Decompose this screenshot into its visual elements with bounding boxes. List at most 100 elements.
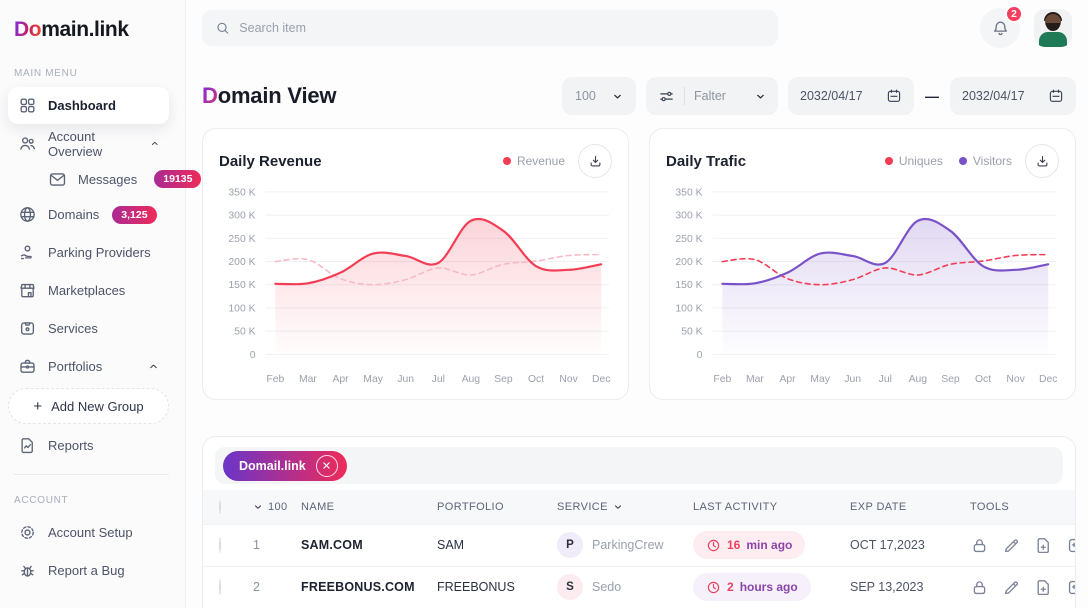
legend-dot	[958, 157, 967, 165]
svg-text:100 K: 100 K	[675, 303, 702, 314]
report-document-icon	[21, 438, 33, 454]
clock-icon	[707, 539, 720, 551]
hand-coin-icon	[20, 245, 32, 260]
daily-trafic-card: Daily Trafic Uniques Visitors 0 50 K 100 K…	[649, 128, 1076, 400]
add-new-group-label: Add New Group	[51, 398, 144, 414]
sidebar-item-label: Account Overview	[48, 128, 103, 159]
service-name: Sedo	[592, 580, 622, 595]
dashboard-grid-icon	[20, 98, 35, 113]
sidebar-item-report-a-bug[interactable]: Report a Bug	[8, 552, 169, 589]
filter-select[interactable]: Falter	[646, 77, 778, 115]
edit-pencil-icon[interactable]	[1002, 536, 1021, 555]
sidebar-item-marketplaces[interactable]: Marketplaces	[8, 272, 169, 309]
daily-revenue-card: Daily Revenue Revenue 0 50 K 100 K 150 K 200…	[202, 128, 629, 400]
chart-title: Daily Trafic	[666, 152, 747, 170]
sidebar-item-domains[interactable]: Domains 3,125	[8, 196, 169, 233]
svg-text:Jun: Jun	[844, 374, 861, 385]
svg-text:Mar: Mar	[746, 374, 764, 385]
sidebar-item-account-overview[interactable]: Account Overview	[8, 125, 169, 162]
calendar-icon	[887, 89, 901, 102]
svg-text:150 K: 150 K	[675, 280, 702, 291]
sidebar-item-reports[interactable]: Reports	[8, 427, 169, 464]
filter-chip-domail-link[interactable]: Domail.link	[223, 450, 347, 481]
exp-date: OCT 17,2023	[850, 538, 925, 553]
calendar-icon	[1049, 89, 1063, 102]
table-row[interactable]: 2 FREEBONUS.COM FREEBONUS S Sedo 2 hours …	[203, 565, 1076, 608]
last-activity-cell: 16 min ago	[693, 531, 850, 560]
legend-label: Uniques	[898, 154, 943, 168]
svg-text:Aug: Aug	[462, 374, 481, 385]
date-to-picker[interactable]: 2032/04/17	[950, 77, 1076, 115]
page-size-select[interactable]: 100	[562, 77, 636, 115]
sidebar-item-dashboard[interactable]: Dashboard	[8, 87, 169, 124]
svg-text:Jul: Jul	[432, 374, 445, 385]
svg-text:50 K: 50 K	[681, 327, 702, 338]
download-chart-button[interactable]	[1025, 144, 1059, 178]
sidebar-item-label: Account Setup	[48, 525, 133, 540]
gear-icon	[21, 526, 34, 539]
add-new-group-button[interactable]: + Add New Group	[8, 388, 169, 424]
user-avatar[interactable]	[1034, 9, 1072, 47]
edit-pencil-icon[interactable]	[1002, 578, 1021, 597]
sidebar-item-messages[interactable]: Messages 19135	[44, 163, 202, 195]
portfolio-column-header[interactable]: PORTFOLIO	[437, 500, 504, 513]
count-column-header[interactable]: 100	[253, 501, 301, 513]
users-icon	[20, 137, 35, 150]
download-chart-button[interactable]	[578, 144, 612, 178]
svg-text:May: May	[810, 374, 830, 385]
name-column-header[interactable]: NAME	[301, 500, 335, 513]
note-plus-icon[interactable]	[1066, 578, 1076, 597]
svg-text:150 K: 150 K	[228, 280, 255, 291]
sidebar-item-portfolios[interactable]: Portfolios	[8, 348, 169, 385]
bug-icon	[21, 565, 34, 577]
lock-icon[interactable]	[970, 578, 989, 597]
close-icon	[323, 462, 330, 469]
svg-text:Nov: Nov	[559, 374, 578, 385]
sidebar-item-services[interactable]: Services	[8, 310, 169, 347]
chart-title: Daily Revenue	[219, 152, 322, 170]
table-row[interactable]: 1 SAM.COM SAM P ParkingCrew 16 min ago OC…	[203, 523, 1076, 566]
sidebar-item-parking-providers[interactable]: Parking Providers	[8, 234, 169, 271]
legend-dot	[884, 157, 893, 165]
app-logo[interactable]: Domain.link	[14, 18, 129, 41]
select-all-checkbox[interactable]	[219, 499, 221, 514]
exp-date: SEP 13,2023	[850, 580, 924, 595]
svg-text:Nov: Nov	[1006, 374, 1025, 385]
date-from-picker[interactable]: 2032/04/17	[788, 77, 914, 115]
chart-legend: Revenue	[502, 154, 565, 168]
notifications-button[interactable]: 2	[980, 5, 1023, 48]
filter-chip-label: Domail.link	[239, 458, 306, 473]
chevron-down-icon	[614, 94, 621, 98]
service-initial-avatar: P	[557, 532, 583, 559]
row-checkbox[interactable]	[219, 579, 221, 596]
bell-icon	[993, 20, 1007, 35]
svg-text:0: 0	[250, 350, 256, 361]
search-input[interactable]	[239, 21, 765, 35]
tools-column-header: TOOLS	[970, 500, 1010, 513]
search-bar[interactable]	[202, 10, 778, 46]
remove-filter-button[interactable]	[315, 454, 338, 477]
last-activity-column-header[interactable]: LAST ACTIVITY	[693, 500, 778, 513]
svg-text:50 K: 50 K	[234, 327, 255, 338]
file-plus-icon[interactable]	[1034, 578, 1053, 597]
lock-icon[interactable]	[970, 536, 989, 555]
svg-text:Feb: Feb	[713, 374, 731, 385]
filter-label: Falter	[694, 89, 726, 103]
note-plus-icon[interactable]	[1066, 536, 1076, 555]
main-menu-label: MAIN MENU	[14, 68, 78, 79]
row-checkbox[interactable]	[219, 537, 221, 554]
file-plus-icon[interactable]	[1034, 536, 1053, 555]
svg-text:200 K: 200 K	[675, 257, 702, 268]
exp-date-column-header[interactable]: EXP DATE	[850, 500, 907, 513]
chevron-down-icon	[757, 94, 764, 98]
sidebar-item-label: Services	[48, 321, 98, 336]
divider	[684, 87, 685, 105]
sidebar-divider	[14, 474, 169, 475]
service-initial-avatar: S	[557, 574, 583, 601]
portfolio-name: SAM	[437, 538, 465, 553]
sidebar-item-account-setup[interactable]: Account Setup	[8, 514, 169, 551]
domain-name: FREEBONUS.COM	[301, 580, 415, 595]
services-box-icon	[20, 322, 35, 335]
date-from-value: 2032/04/17	[800, 89, 863, 103]
service-column-header[interactable]: SERVICE	[557, 501, 693, 513]
